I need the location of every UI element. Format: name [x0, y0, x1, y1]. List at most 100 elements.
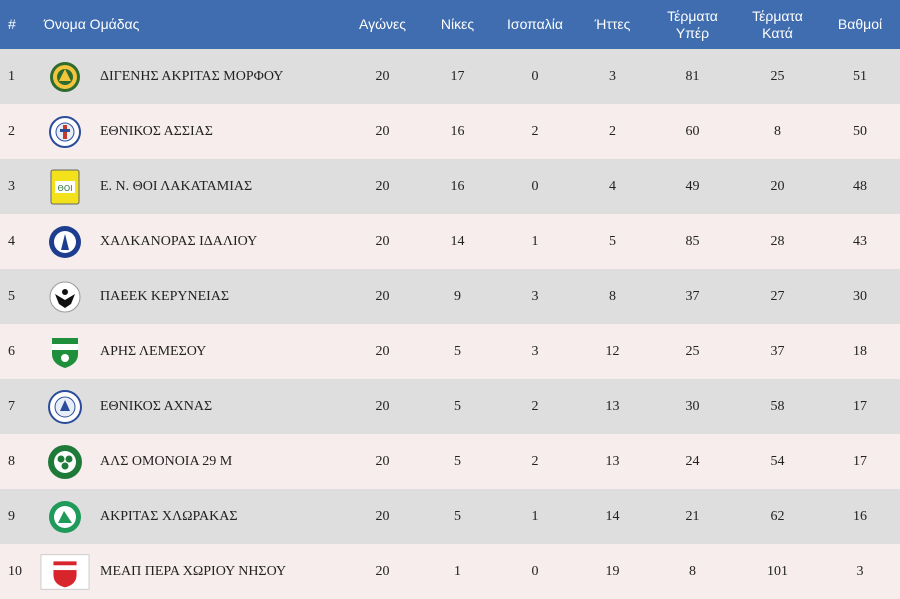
team-name[interactable]: ΑΡΗΣ ΛΕΜΕΣΟΥ [100, 343, 207, 359]
team-name[interactable]: ΧΑΛΚΑΝΟΡΑΣ ΙΔΑΛΙΟΥ [100, 233, 258, 249]
goals-for-cell: 81 [685, 68, 700, 84]
wins-cell: 9 [454, 288, 461, 304]
thoi-logo-icon: ΘΟΙ [40, 169, 90, 205]
team[interactable]: ΘΟΙ Ε. Ν. ΘΟΙ ΛΑΚΑΤΑΜΙΑΣ [40, 169, 345, 205]
team-cell[interactable]: ΧΑΛΚΑΝΟΡΑΣ ΙΔΑΛΙΟΥ [40, 214, 345, 269]
played-cell: 20 [375, 288, 390, 304]
digenis-logo-icon [40, 59, 90, 95]
table-row[interactable]: 4 ΧΑΛΚΑΝΟΡΑΣ ΙΔΑΛΙΟΥ 20 14 1 5 85 28 43 [0, 214, 900, 269]
wins-cell: 5 [454, 453, 461, 469]
team-cell[interactable]: ΑΡΗΣ ΛΕΜΕΣΟΥ [40, 324, 345, 379]
draws-cell: 2 [531, 453, 539, 469]
team-cell[interactable]: ΘΟΙ Ε. Ν. ΘΟΙ ΛΑΚΑΤΑΜΙΑΣ [40, 159, 345, 214]
team-name[interactable]: ΔΙΓΕΝΗΣ ΑΚΡΙΤΑΣ ΜΟΡΦΟΥ [100, 68, 284, 84]
goals-for-cell: 30 [685, 398, 700, 414]
header-position[interactable]: # [8, 16, 16, 32]
table-row[interactable]: 6 ΑΡΗΣ ΛΕΜΕΣΟΥ 20 5 3 12 25 37 18 [0, 324, 900, 379]
played-cell: 20 [375, 563, 390, 579]
header-goals-against-line2: Κατά [762, 24, 793, 41]
wins-cell: 5 [454, 398, 461, 414]
played-cell: 20 [375, 233, 390, 249]
position-cell: 10 [8, 563, 22, 579]
table-row[interactable]: 5 ΠΑΕΕΚ ΚΕΡΥΝΕΙΑΣ 20 9 3 8 37 27 30 [0, 269, 900, 324]
team-name[interactable]: ΕΘΝΙΚΟΣ ΑΧΝΑΣ [100, 398, 213, 414]
header-losses[interactable]: Ήττες [594, 16, 631, 32]
losses-cell: 12 [605, 343, 620, 359]
draws-cell: 0 [531, 563, 539, 579]
draws-cell: 0 [531, 68, 539, 84]
header-wins[interactable]: Νίκες [440, 16, 475, 32]
team[interactable]: ΠΑΕΕΚ ΚΕΡΥΝΕΙΑΣ [40, 280, 345, 314]
table-row[interactable]: 1 ΔΙΓΕΝΗΣ ΑΚΡΙΤΑΣ ΜΟΡΦΟΥ 20 17 0 3 81 25 51 [0, 49, 900, 104]
draws-cell: 0 [531, 178, 539, 194]
wins-cell: 16 [450, 123, 465, 139]
header-goals-against[interactable]: Τέρματα Κατά [735, 0, 820, 49]
table-row[interactable]: 3 ΘΟΙ Ε. Ν. ΘΟΙ ΛΑΚΑΤΑΜΙΑΣ 20 16 0 4 49 20 48 [0, 159, 900, 214]
team[interactable]: ΑΚΡΙΤΑΣ ΧΛΩΡΑΚΑΣ [40, 499, 345, 535]
goals-for-cell: 21 [685, 508, 700, 524]
paeek-logo-icon [40, 280, 90, 314]
table-row[interactable]: 8 ΑΛΣ ΟΜΟΝΟΙΑ 29 Μ 20 5 2 13 24 54 17 [0, 434, 900, 489]
position-cell: 2 [8, 123, 15, 139]
header-played[interactable]: Αγώνες [358, 16, 406, 32]
table-row[interactable]: 2 ΕΘΝΙΚΟΣ ΑΣΣΙΑΣ 20 16 2 2 60 8 50 [0, 104, 900, 159]
played-cell: 20 [375, 68, 390, 84]
goals-against-cell: 54 [770, 453, 785, 469]
goals-against-cell: 37 [770, 343, 785, 359]
position-cell: 1 [8, 68, 15, 84]
header-draws[interactable]: Ισοπαλία [507, 16, 563, 32]
header-points[interactable]: Βαθμοί [837, 16, 883, 32]
team-cell[interactable]: ΑΚΡΙΤΑΣ ΧΛΩΡΑΚΑΣ [40, 489, 345, 544]
position-cell: 7 [8, 398, 15, 414]
team[interactable]: ΑΛΣ ΟΜΟΝΟΙΑ 29 Μ [40, 444, 345, 480]
losses-cell: 4 [609, 178, 616, 194]
team-cell[interactable]: ΔΙΓΕΝΗΣ ΑΚΡΙΤΑΣ ΜΟΡΦΟΥ [40, 49, 345, 104]
table-row[interactable]: 9 ΑΚΡΙΤΑΣ ΧΛΩΡΑΚΑΣ 20 5 1 14 21 62 16 [0, 489, 900, 544]
team-name[interactable]: Ε. Ν. ΘΟΙ ΛΑΚΑΤΑΜΙΑΣ [100, 178, 253, 194]
wins-cell: 17 [450, 68, 465, 84]
chalkanoras-logo-icon [40, 224, 90, 260]
draws-cell: 2 [531, 398, 539, 414]
points-cell: 48 [853, 178, 867, 194]
team-name[interactable]: ΕΘΝΙΚΟΣ ΑΣΣΙΑΣ [100, 123, 213, 139]
losses-cell: 5 [609, 233, 616, 249]
ethnikos-assias-logo-icon [40, 115, 90, 149]
team-cell[interactable]: ΑΛΣ ΟΜΟΝΟΙΑ 29 Μ [40, 434, 345, 489]
draws-cell: 1 [531, 233, 539, 249]
team-cell[interactable]: ΕΘΝΙΚΟΣ ΑΣΣΙΑΣ [40, 104, 345, 159]
table-row[interactable]: 7 ΕΘΝΙΚΟΣ ΑΧΝΑΣ 20 5 2 13 30 58 17 [0, 379, 900, 434]
draws-cell: 3 [531, 343, 539, 359]
goals-against-cell: 20 [770, 178, 785, 194]
goals-against-cell: 27 [770, 288, 785, 304]
team[interactable]: ΧΑΛΚΑΝΟΡΑΣ ΙΔΑΛΙΟΥ [40, 224, 345, 260]
points-cell: 30 [853, 288, 867, 304]
team-name[interactable]: ΜΕΑΠ ΠΕΡΑ ΧΩΡΙΟΥ ΝΗΣΟΥ [100, 563, 287, 579]
header-team[interactable]: Όνομα Ομάδας [44, 16, 140, 32]
draws-cell: 3 [531, 288, 539, 304]
team[interactable]: ΕΘΝΙΚΟΣ ΑΣΣΙΑΣ [40, 115, 345, 149]
team-name[interactable]: ΑΚΡΙΤΑΣ ΧΛΩΡΑΚΑΣ [100, 508, 238, 524]
header-goals-for[interactable]: Τέρματα Υπέρ [650, 0, 735, 49]
team[interactable]: ΜΕΑΠ ΠΕΡΑ ΧΩΡΙΟΥ ΝΗΣΟΥ [40, 553, 345, 591]
team-cell[interactable]: ΕΘΝΙΚΟΣ ΑΧΝΑΣ [40, 379, 345, 434]
points-cell: 18 [853, 343, 867, 359]
goals-for-cell: 85 [685, 233, 700, 249]
ethnikos-achnas-logo-icon [40, 389, 90, 425]
team-name[interactable]: ΑΛΣ ΟΜΟΝΟΙΑ 29 Μ [100, 453, 233, 469]
team[interactable]: ΔΙΓΕΝΗΣ ΑΚΡΙΤΑΣ ΜΟΡΦΟΥ [40, 59, 345, 95]
points-cell: 50 [853, 123, 867, 139]
svg-text:ΘΟΙ: ΘΟΙ [58, 184, 73, 193]
losses-cell: 13 [605, 453, 620, 469]
team-cell[interactable]: ΠΑΕΕΚ ΚΕΡΥΝΕΙΑΣ [40, 269, 345, 324]
losses-cell: 3 [609, 68, 616, 84]
goals-for-cell: 37 [685, 288, 700, 304]
team[interactable]: ΑΡΗΣ ΛΕΜΕΣΟΥ [40, 334, 345, 370]
team[interactable]: ΕΘΝΙΚΟΣ ΑΧΝΑΣ [40, 389, 345, 425]
team-cell[interactable]: ΜΕΑΠ ΠΕΡΑ ΧΩΡΙΟΥ ΝΗΣΟΥ [40, 544, 345, 599]
team-name[interactable]: ΠΑΕΕΚ ΚΕΡΥΝΕΙΑΣ [100, 288, 230, 304]
losses-cell: 19 [605, 563, 620, 579]
wins-cell: 5 [454, 343, 461, 359]
table-row[interactable]: 10 ΜΕΑΠ ΠΕΡΑ ΧΩΡΙΟΥ ΝΗΣΟΥ 20 1 0 19 8 101 3 [0, 544, 900, 599]
table-header-row: # Όνομα Ομάδας Αγώνες Νίκες Ισοπαλία Ήττ… [0, 0, 900, 49]
goals-for-cell: 8 [689, 563, 696, 579]
